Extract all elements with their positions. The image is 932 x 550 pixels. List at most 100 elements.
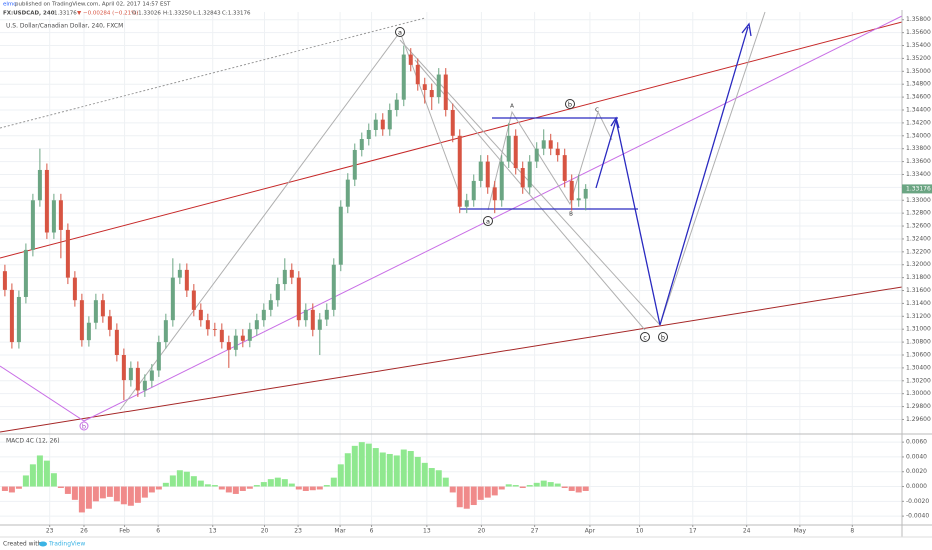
candle-body <box>373 119 378 130</box>
candle-body <box>569 180 574 201</box>
candle-body <box>359 139 364 150</box>
y-tick-label: 1.33400 <box>906 171 931 178</box>
y-tick-label: 1.33800 <box>906 145 931 152</box>
y-tick-label: 1.32200 <box>906 248 931 255</box>
arrow-head <box>741 22 752 37</box>
macd-bar <box>134 486 141 503</box>
macd-bar <box>435 470 442 487</box>
last-price-label: 1.33176 <box>906 185 931 192</box>
y-tick-label: 1.35800 <box>906 16 931 23</box>
y-tick-label: 1.34600 <box>906 94 931 101</box>
x-tick-label: Mar <box>334 528 346 535</box>
macd-bar <box>22 475 29 487</box>
candle-body <box>121 354 126 381</box>
header: elmo published on TradingView.com, April… <box>3 2 251 445</box>
macd-bar <box>533 482 540 487</box>
candle-body <box>555 148 560 156</box>
arrow-head <box>610 116 620 129</box>
y-tick-label: 1.29600 <box>906 416 931 423</box>
macd-bar <box>246 486 253 489</box>
last: 1.33176 <box>54 11 77 17</box>
macd-bar <box>323 485 330 487</box>
candle-body <box>163 320 168 343</box>
macd-bar <box>330 477 337 487</box>
macd-bar <box>64 486 71 494</box>
macd-bar <box>225 486 232 493</box>
macd-bar <box>379 452 386 487</box>
macd-bar <box>274 477 281 487</box>
ohlc-close: C:1.33176 <box>222 11 251 17</box>
macd-bar <box>155 486 162 490</box>
macd-bar <box>575 486 582 493</box>
x-tick-label: 6 <box>370 528 374 535</box>
macd-bar <box>358 442 365 487</box>
projection-arrow <box>595 26 749 326</box>
y-tick-label: 1.34400 <box>906 106 931 113</box>
y-tick-label: 1.35600 <box>906 29 931 36</box>
macd-bar <box>239 486 246 491</box>
candle-body <box>58 200 63 230</box>
candle-body <box>275 284 280 301</box>
candle-body <box>247 329 252 341</box>
macd-bar <box>29 464 36 487</box>
published: published on TradingView.com, April 02, … <box>15 2 171 8</box>
wave-label: b <box>82 423 86 431</box>
candle-body <box>72 277 77 301</box>
candle-body <box>401 54 406 100</box>
candle-body <box>100 300 105 317</box>
y-tick-label: 1.30600 <box>906 351 931 358</box>
macd-bar <box>393 455 400 487</box>
macd-bar <box>428 468 435 487</box>
macd-histogram <box>1 442 589 513</box>
y-tick-label: 1.31400 <box>906 300 931 307</box>
macd-bar <box>253 485 260 487</box>
ohlc-low: L:1.32843 <box>193 11 221 17</box>
x-tick-label: 23 <box>46 528 54 535</box>
macd-bar <box>512 485 519 487</box>
y-tick-label: 1.31000 <box>906 326 931 333</box>
last-price-box <box>902 184 932 194</box>
candle-body <box>170 277 175 321</box>
y-tick-label: 1.34800 <box>906 81 931 88</box>
macd-bar <box>344 453 351 487</box>
y-tick-label: 1.34000 <box>906 132 931 139</box>
macd-bar <box>456 486 463 508</box>
candle-body <box>583 188 588 199</box>
candle-body <box>184 269 189 291</box>
candle-body <box>352 149 357 180</box>
macd-bar <box>309 486 316 491</box>
macd-bar <box>15 486 22 489</box>
x-tick-label: 13 <box>423 528 431 535</box>
candle-body <box>408 54 413 65</box>
candle-body <box>226 342 231 350</box>
change: ▼ −0.00284 (−0.21%) <box>77 11 138 17</box>
triangle-path <box>487 110 613 211</box>
macd-bar <box>414 456 421 487</box>
candle-body <box>289 269 294 278</box>
macd-bar <box>92 486 99 502</box>
candle-body <box>422 84 427 91</box>
macd-bar <box>442 477 449 487</box>
y-tick-label: 1.30400 <box>906 364 931 371</box>
y-tick-label: 1.32000 <box>906 261 931 268</box>
candle-body <box>128 367 133 381</box>
series-title: U.S. Dollar/Canadian Dollar, 240, FXCM <box>6 23 123 30</box>
candle-body <box>205 320 210 330</box>
x-tick-label: Feb <box>119 528 130 535</box>
y-tick-label: 1.32600 <box>906 223 931 230</box>
macd-bar <box>148 486 155 493</box>
footer: Created with TradingView <box>3 541 85 548</box>
candle-body <box>443 74 448 110</box>
footer-brand[interactable]: TradingView <box>48 541 85 548</box>
candle-body <box>394 99 399 110</box>
x-tick-label: 10 <box>636 528 644 535</box>
x-tick-label: 23 <box>294 528 302 535</box>
candle-body <box>429 90 434 98</box>
candle-body <box>464 200 469 207</box>
y-tick-label: 1.33600 <box>906 158 931 165</box>
macd-bar <box>71 486 78 500</box>
x-tick-label: 20 <box>261 528 269 535</box>
channel-lower <box>0 286 903 433</box>
author[interactable]: elmo <box>3 2 17 8</box>
